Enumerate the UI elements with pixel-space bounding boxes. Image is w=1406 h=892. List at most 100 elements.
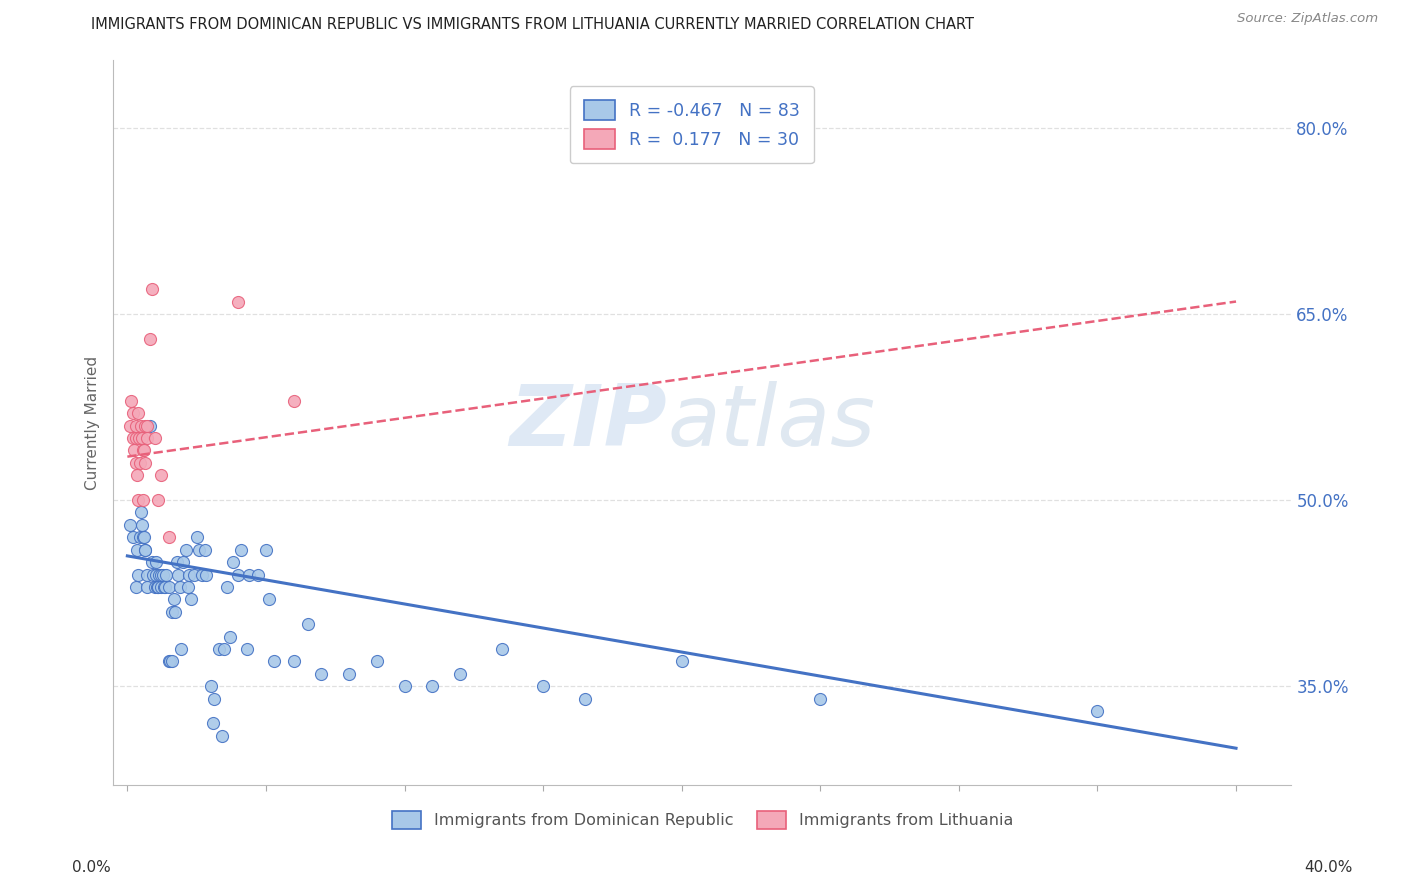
Point	[226, 567, 249, 582]
Point	[146, 580, 169, 594]
Point	[125, 456, 148, 470]
Text: atlas: atlas	[666, 381, 875, 464]
Point	[125, 468, 148, 483]
Point	[246, 567, 269, 582]
Point	[297, 617, 319, 632]
Point	[188, 542, 211, 557]
Point	[235, 642, 257, 657]
Point	[142, 567, 165, 582]
Point	[152, 567, 174, 582]
Point	[169, 642, 191, 657]
Point	[217, 580, 239, 594]
Point	[208, 642, 231, 657]
Point	[122, 431, 145, 445]
Point	[162, 654, 184, 668]
Point	[122, 530, 145, 544]
Point	[366, 654, 388, 668]
Point	[254, 542, 277, 557]
Point	[120, 517, 142, 532]
Point	[141, 555, 163, 569]
Point	[149, 468, 172, 483]
Point	[128, 456, 150, 470]
Point	[143, 431, 166, 445]
Point	[202, 691, 225, 706]
Point	[180, 592, 202, 607]
Point	[169, 580, 191, 594]
Point	[122, 406, 145, 420]
Point	[283, 393, 305, 408]
Point	[163, 592, 186, 607]
Text: Source: ZipAtlas.com: Source: ZipAtlas.com	[1237, 12, 1378, 25]
Point	[131, 530, 153, 544]
Point	[177, 580, 200, 594]
Point	[172, 555, 194, 569]
Point	[283, 654, 305, 668]
Point	[120, 393, 142, 408]
Point	[163, 605, 186, 619]
Point	[257, 592, 280, 607]
Point	[219, 630, 242, 644]
Text: ZIP: ZIP	[509, 381, 666, 464]
Point	[134, 542, 156, 557]
Point	[127, 406, 149, 420]
Point	[127, 493, 149, 508]
Point	[153, 580, 176, 594]
Point	[194, 542, 217, 557]
Point	[146, 493, 169, 508]
Y-axis label: Currently Married: Currently Married	[86, 355, 100, 490]
Point	[150, 567, 173, 582]
Point	[394, 679, 416, 693]
Point	[808, 691, 831, 706]
Point	[120, 418, 142, 433]
Point	[141, 282, 163, 296]
Point	[146, 580, 169, 594]
Text: 40.0%: 40.0%	[1305, 861, 1353, 875]
Point	[229, 542, 252, 557]
Point	[138, 332, 160, 346]
Point	[145, 555, 167, 569]
Point	[128, 431, 150, 445]
Point	[420, 679, 443, 693]
Point	[177, 567, 200, 582]
Point	[211, 729, 233, 743]
Point	[202, 716, 225, 731]
Point	[132, 443, 155, 458]
Point	[194, 567, 217, 582]
Point	[574, 691, 596, 706]
Point	[226, 294, 249, 309]
Point	[143, 580, 166, 594]
Point	[214, 642, 236, 657]
Point	[186, 530, 208, 544]
Point	[125, 542, 148, 557]
Point	[531, 679, 554, 693]
Point	[136, 580, 159, 594]
Point	[134, 456, 156, 470]
Point	[132, 493, 155, 508]
Point	[138, 418, 160, 433]
Point	[124, 580, 146, 594]
Point	[132, 530, 155, 544]
Point	[337, 666, 360, 681]
Point	[183, 567, 205, 582]
Point	[131, 517, 153, 532]
Point	[131, 431, 153, 445]
Point	[153, 580, 176, 594]
Point	[124, 443, 146, 458]
Point	[134, 542, 156, 557]
Point	[145, 567, 167, 582]
Legend: Immigrants from Dominican Republic, Immigrants from Lithuania: Immigrants from Dominican Republic, Immi…	[385, 805, 1019, 836]
Point	[124, 418, 146, 433]
Point	[449, 666, 471, 681]
Point	[491, 642, 513, 657]
Point	[148, 567, 170, 582]
Point	[166, 555, 188, 569]
Point	[157, 580, 180, 594]
Point	[191, 567, 214, 582]
Point	[166, 567, 188, 582]
Point	[159, 654, 181, 668]
Point	[135, 567, 157, 582]
Point	[128, 530, 150, 544]
Point	[149, 580, 172, 594]
Point	[129, 506, 152, 520]
Point	[157, 530, 180, 544]
